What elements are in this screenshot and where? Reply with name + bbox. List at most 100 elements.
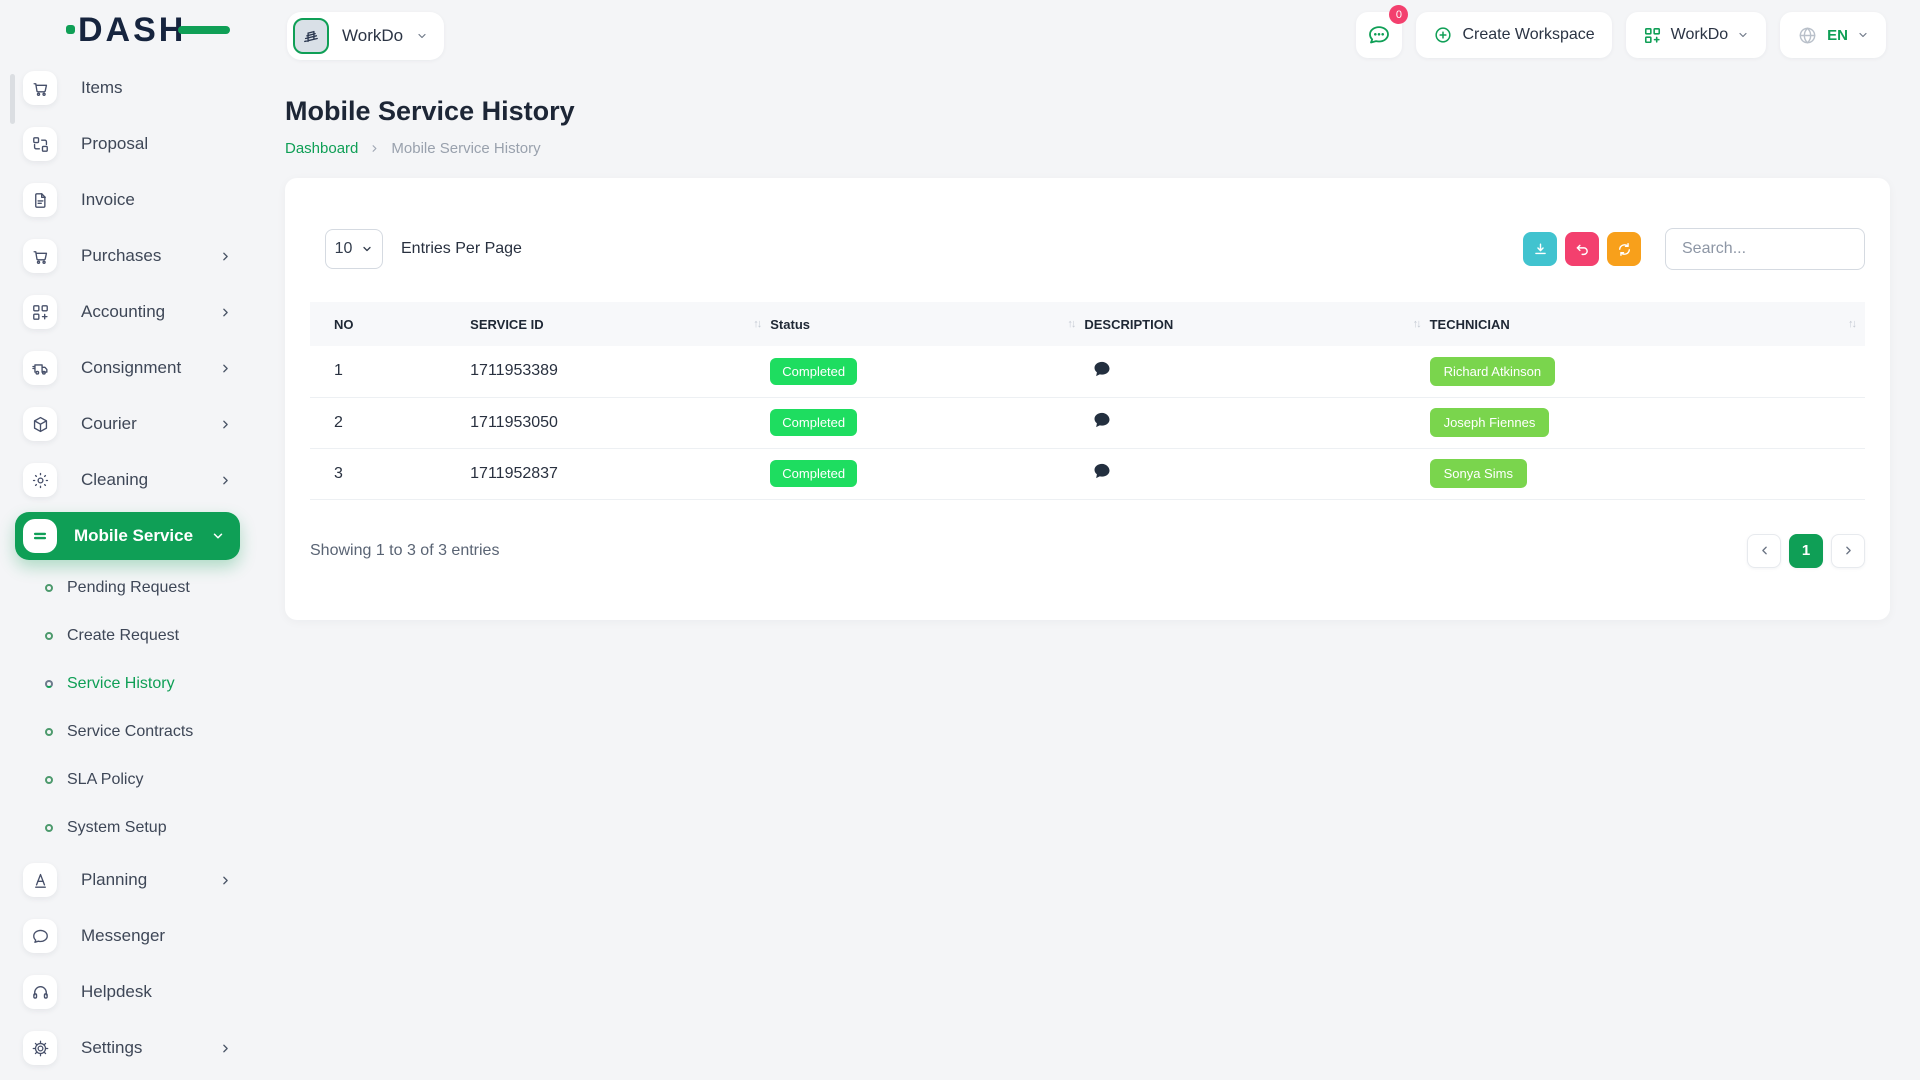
comment-icon [1092, 359, 1112, 379]
column-header-status[interactable]: Status ↑↓ [770, 302, 1085, 346]
pagination-next-button[interactable] [1831, 533, 1865, 568]
cell-status: Completed [770, 448, 1085, 500]
undo-icon [1574, 241, 1591, 258]
page-title: Mobile Service History [285, 96, 575, 126]
undo-button[interactable] [1565, 232, 1599, 266]
sidebar-subitem-service-contracts[interactable]: Service Contracts [0, 708, 285, 756]
sidebar-item-items[interactable]: Items [0, 60, 285, 116]
sidebar-item-cleaning[interactable]: Cleaning [0, 452, 285, 508]
sidebar-item-label: Cleaning [81, 470, 149, 489]
search-input[interactable] [1665, 228, 1865, 270]
bullet-icon [45, 680, 53, 688]
chevron-right-icon [219, 474, 232, 487]
sidebar-subitem-create-request[interactable]: Create Request [0, 612, 285, 660]
pagination-page-1-button[interactable]: 1 [1789, 533, 1823, 568]
cell-technician: Joseph Fiennes [1429, 397, 1865, 449]
chevron-left-icon [1758, 544, 1771, 557]
description-comment-button[interactable] [1092, 410, 1112, 430]
refresh-button[interactable] [1607, 232, 1641, 266]
sidebar-item-label: Planning [81, 870, 148, 889]
company-menu-label: WorkDo [1670, 26, 1729, 43]
chevron-down-icon [416, 30, 428, 42]
cell-service-id: 1711952837 [470, 448, 771, 500]
column-header-service-id[interactable]: SERVICE ID ↑↓ [470, 302, 771, 346]
bullet-icon [45, 824, 53, 832]
grid-plus-icon [1643, 26, 1662, 45]
sort-icon: ↑↓ [753, 318, 762, 330]
sidebar-subitem-sla-policy[interactable]: SLA Policy [0, 756, 285, 804]
per-page-select[interactable]: 10 [325, 229, 383, 269]
sidebar-item-helpdesk[interactable]: Helpdesk [0, 964, 285, 1020]
sidebar-item-label: Proposal [81, 134, 149, 153]
sidebar-subitem-service-history[interactable]: Service History [0, 660, 285, 708]
sidebar-item-purchases[interactable]: Purchases [0, 228, 285, 284]
status-badge: Completed [770, 357, 858, 385]
chevron-right-icon [219, 1042, 232, 1055]
table-footer: Showing 1 to 3 of 3 entries 1 [310, 533, 1865, 568]
column-header-no[interactable]: NO [310, 302, 471, 346]
chevron-down-icon [361, 243, 373, 255]
chevron-right-icon [219, 306, 232, 319]
column-header-technician[interactable]: TECHNICIAN ↑↓ [1429, 302, 1865, 346]
workspace-selector[interactable]: WorkDo [287, 12, 445, 60]
sidebar-subitem-system-setup[interactable]: System Setup [0, 804, 285, 852]
sidebar-item-label: Invoice [81, 190, 135, 209]
chat-icon [1367, 23, 1391, 47]
bullet-icon [45, 728, 53, 736]
table-row: 3 1711952837 Completed Sonya Sims [310, 448, 1865, 500]
sidebar-item-label: Helpdesk [81, 982, 152, 1001]
plus-circle-icon [1433, 25, 1453, 45]
cart-icon [31, 247, 50, 266]
technician-badge: Joseph Fiennes [1429, 408, 1550, 437]
breadcrumb: Dashboard Mobile Service History [285, 140, 1890, 157]
sidebar-scrollbar[interactable] [10, 74, 15, 124]
sidebar-item-consignment[interactable]: Consignment [0, 340, 285, 396]
cell-technician: Richard Atkinson [1429, 346, 1865, 398]
sidebar-subitem-pending-request[interactable]: Pending Request [0, 564, 285, 612]
cell-no: 1 [310, 346, 471, 398]
company-menu-button[interactable]: WorkDo [1625, 12, 1767, 58]
notification-badge: 0 [1389, 5, 1409, 24]
chevron-right-icon [1842, 544, 1855, 557]
chevron-down-icon [1857, 29, 1869, 41]
breadcrumb-current: Mobile Service History [391, 140, 541, 157]
sidebar-item-messenger[interactable]: Messenger [0, 908, 285, 964]
language-selector[interactable]: EN [1780, 12, 1886, 58]
sidebar-item-label: Purchases [81, 246, 162, 265]
sidebar-nav: Items Proposal Invoice Purchases [0, 60, 285, 1076]
sidebar-item-label: Accounting [81, 302, 166, 321]
create-workspace-button[interactable]: Create Workspace [1416, 12, 1612, 58]
package-icon [31, 415, 50, 434]
sidebar-item-courier[interactable]: Courier [0, 396, 285, 452]
sidebar-item-label: Consignment [81, 358, 182, 377]
table-row: 1 1711953389 Completed Richard Atkinson [310, 346, 1865, 398]
sidebar-item-invoice[interactable]: Invoice [0, 172, 285, 228]
comment-icon [1092, 461, 1112, 481]
bullet-icon [45, 584, 53, 592]
breadcrumb-home-link[interactable]: Dashboard [285, 140, 359, 157]
create-workspace-label: Create Workspace [1462, 26, 1595, 43]
export-download-button[interactable] [1523, 232, 1557, 266]
cell-description [1084, 448, 1430, 500]
description-comment-button[interactable] [1092, 359, 1112, 379]
sort-icon: ↑↓ [1412, 318, 1422, 330]
chat-bubble-icon [31, 927, 50, 946]
sidebar-item-proposal[interactable]: Proposal [0, 116, 285, 172]
comment-icon [1092, 410, 1112, 430]
column-header-description[interactable]: DESCRIPTION ↑↓ [1084, 302, 1430, 346]
pagination-prev-button[interactable] [1747, 533, 1781, 568]
sidebar-item-planning[interactable]: Planning [0, 852, 285, 908]
sidebar-item-accounting[interactable]: Accounting [0, 284, 285, 340]
sidebar-item-label: Messenger [81, 926, 166, 945]
messages-button[interactable]: 0 [1356, 5, 1409, 58]
service-history-card: 10 Entries Per Page [285, 178, 1890, 620]
sidebar-item-settings[interactable]: Settings [0, 1020, 285, 1076]
sidebar-item-label: Mobile Service [74, 526, 194, 545]
description-comment-button[interactable] [1092, 461, 1112, 481]
app-logo[interactable]: DASH [0, 0, 285, 60]
per-page-value: 10 [334, 240, 353, 257]
mobile-service-submenu: Pending Request Create Request Service H… [0, 564, 285, 852]
sidebar-item-mobile-service[interactable]: Mobile Service [15, 512, 240, 560]
pagination: 1 [1747, 533, 1865, 568]
